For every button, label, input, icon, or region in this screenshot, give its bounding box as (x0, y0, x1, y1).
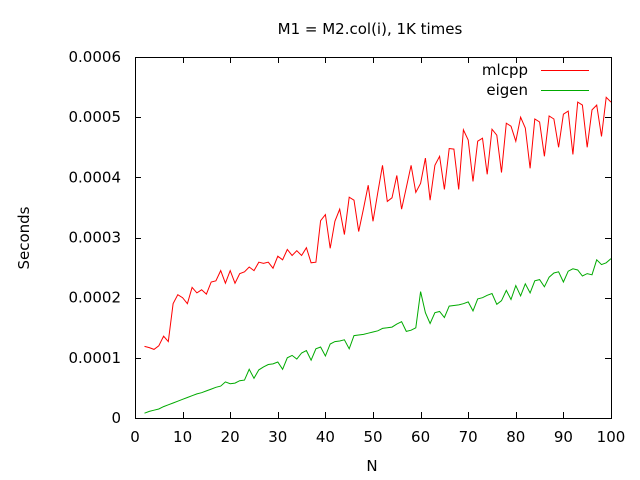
y-tick-label: 0.0002 (69, 289, 122, 307)
legend-label-mlcpp: mlcpp (482, 61, 528, 79)
x-tick-label: 80 (506, 428, 525, 446)
y-tick-label: 0 (111, 409, 121, 427)
x-tick-label: 10 (173, 428, 192, 446)
y-tick-label: 0.0005 (69, 108, 122, 126)
x-tick-label: 60 (411, 428, 430, 446)
x-tick-label: 90 (554, 428, 573, 446)
axis-ticks (135, 57, 612, 419)
series-line-mlcpp (144, 96, 612, 350)
y-tick-label: 0.0001 (69, 349, 122, 367)
x-tick-label: 50 (363, 428, 382, 446)
series-lines (144, 96, 612, 414)
y-tick-label: 0.0006 (69, 48, 122, 66)
x-tick-label: 40 (316, 428, 335, 446)
legend: mlcpp eigen (482, 61, 589, 99)
plot-frame (135, 57, 612, 419)
y-axis-title: Seconds (15, 206, 33, 269)
x-tick-label: 70 (459, 428, 478, 446)
y-tick-label: 0.0004 (69, 168, 122, 186)
x-tick-label: 100 (597, 428, 626, 446)
x-tick-label: 0 (130, 428, 140, 446)
x-tick-label: 30 (268, 428, 287, 446)
tick-labels: 0 10 20 30 40 50 60 70 80 90 100 0 0.0001 0.0002 0.000… (69, 48, 626, 446)
series-line-eigen (144, 258, 612, 414)
y-tick-label: 0.0003 (69, 229, 122, 247)
x-axis-title: N (366, 457, 377, 475)
legend-label-eigen: eigen (486, 81, 528, 99)
chart-title: M1 = M2.col(i), 1K times (278, 20, 463, 38)
x-tick-label: 20 (221, 428, 240, 446)
